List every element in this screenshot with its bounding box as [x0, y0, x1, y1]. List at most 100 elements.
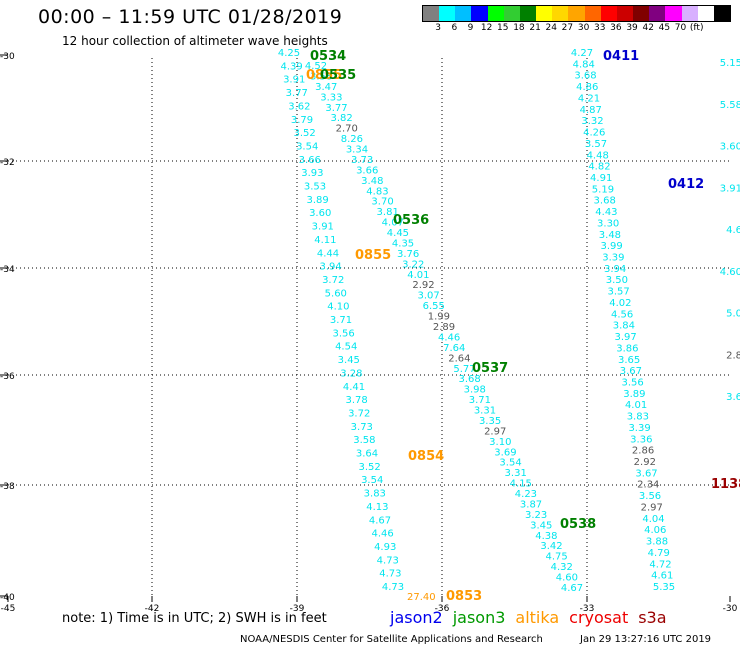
- color-swatch: [665, 6, 682, 21]
- credit-line: NOAA/NESDIS Center for Satellite Applica…: [240, 634, 543, 645]
- wave-height-value: 4.11: [314, 235, 336, 246]
- wave-height-value: 2.89: [433, 322, 455, 333]
- longitude-label: -36: [435, 604, 450, 614]
- wave-height-value: 3.31: [474, 406, 496, 417]
- latitude-label: -34: [0, 265, 15, 275]
- color-swatch: [697, 6, 714, 21]
- wave-height-value: 4.32: [551, 562, 573, 573]
- wave-height-value: 3.52: [293, 128, 315, 139]
- wave-height-value: 4.46: [438, 332, 460, 343]
- wave-height-value: 3.73: [351, 155, 373, 166]
- wave-height-value: 3.45: [530, 520, 552, 531]
- wave-height-value: 4.72: [649, 559, 671, 570]
- wave-height-value: 3.50: [606, 275, 628, 286]
- color-scale-label: 9: [467, 23, 474, 33]
- wave-height-value: 4.07: [382, 218, 404, 229]
- wave-height-value: 3.60: [720, 142, 740, 153]
- satellite-tracks: 4.25 4.39 3.91 3.77 3.62 3.79 3.52 3.54 3.66 3.93…: [278, 48, 740, 594]
- wave-height-value: 3.89: [306, 195, 328, 206]
- color-scale-label: 33: [594, 23, 606, 33]
- color-swatch: [600, 6, 617, 21]
- color-swatch: [519, 6, 537, 21]
- color-scale-label: 27: [561, 23, 574, 33]
- wave-height-value: 4.67: [369, 515, 391, 526]
- wave-height-value: 3.98: [464, 385, 486, 396]
- pass-time-label: 0855: [355, 248, 391, 263]
- wave-height-value: 4.06: [644, 525, 666, 536]
- wave-height-value: 3.84: [613, 321, 635, 332]
- wave-height-value: 5.35: [653, 582, 675, 593]
- pass-time-label: 0535: [320, 68, 356, 83]
- latitude-label: -40: [0, 593, 15, 603]
- wave-height-value: 27.40: [407, 592, 436, 603]
- wave-height-value: 4.83: [366, 186, 388, 197]
- wave-height-value: 4.79: [648, 548, 670, 559]
- wave-height-value: 3.89: [623, 389, 645, 400]
- wave-height-value: 4.43: [595, 207, 617, 218]
- satellite-legend: jason2 jason3 altika cryosat s3a: [390, 608, 677, 627]
- wave-height-value: 6.55: [423, 301, 445, 312]
- legend-item-jason3: jason3: [452, 608, 506, 627]
- wave-height-value: 3.81: [377, 207, 399, 218]
- color-swatch: [503, 6, 520, 21]
- map-grid: [0, 54, 731, 602]
- latitude-label: -36: [0, 372, 15, 382]
- color-scale-label: 42: [642, 23, 654, 33]
- wave-height-value: 3.65: [618, 355, 640, 366]
- wave-height-value: 5.58: [720, 100, 740, 111]
- wave-height-value: 4.13: [366, 502, 388, 513]
- wave-height-value: 3.94: [319, 262, 341, 273]
- wave-height-value: 4.39: [280, 61, 302, 72]
- wave-height-value: 4.82: [588, 162, 610, 173]
- wave-height-value: 3.71: [330, 315, 352, 326]
- color-scale-label: 45: [658, 23, 671, 33]
- pass-time-label: 0534: [310, 49, 346, 64]
- wave-height-value: 3.10: [489, 437, 511, 448]
- wave-height-value: 4.10: [327, 302, 349, 313]
- wave-height-value: 4.52: [305, 61, 327, 72]
- wave-height-value: 3.07: [418, 291, 440, 302]
- wave-height-value: 2.8: [726, 350, 740, 361]
- wave-height-value: 3.70: [371, 197, 393, 208]
- map-title: 00:00 – 11:59 UTC 01/28/2019: [38, 6, 343, 28]
- wave-height-value: 2.97: [484, 426, 506, 437]
- wave-height-value: 3.67: [635, 468, 657, 479]
- latitude-label: -30: [0, 52, 15, 62]
- wave-height-value: 3.42: [540, 541, 562, 552]
- wave-height-value: 4.67: [561, 583, 583, 594]
- wave-height-value: 3.94: [604, 264, 626, 275]
- wave-height-value: 3.72: [322, 275, 344, 286]
- wave-height-value: 3.6: [726, 392, 740, 403]
- wave-height-value: 4.6: [726, 225, 740, 236]
- wave-height-value: 3.30: [597, 218, 619, 229]
- legend-item-cryosat: cryosat: [569, 608, 629, 627]
- longitude-label: -42: [145, 604, 160, 614]
- wave-height-value: 3.66: [356, 165, 378, 176]
- wave-height-value: 4.91: [590, 173, 612, 184]
- wave-height-value: 3.68: [594, 196, 616, 207]
- wave-height-value: 3.53: [304, 182, 326, 193]
- wave-height-value: 3.31: [505, 468, 527, 479]
- wave-height-value: 5.77: [453, 364, 475, 375]
- color-scale-label: 12: [480, 23, 493, 33]
- color-scale-labels: 3 6 9 12 15 18 21 24 27 30 33 36 39 42 45 70 (ft): [422, 23, 729, 35]
- wave-height-value: 2.97: [641, 502, 663, 513]
- wave-height-value: 4.75: [546, 552, 568, 563]
- wave-height-value: 4.02: [609, 298, 631, 309]
- wave-height-value: 4.87: [580, 105, 602, 116]
- legend-item-altika: altika: [515, 608, 560, 627]
- wave-height-value: 4.15: [510, 479, 532, 490]
- wave-height-value: 4.41: [343, 382, 365, 393]
- wave-height-value: 3.23: [525, 510, 547, 521]
- wave-height-value: 2.92: [634, 457, 656, 468]
- legend-item-jason2: jason2: [390, 608, 443, 627]
- wave-height-value: 4.84: [573, 59, 595, 70]
- wave-height-value: 5.0: [726, 309, 740, 320]
- color-scale-label: 15: [497, 23, 509, 33]
- wave-height-value: 4.73: [382, 582, 404, 593]
- wave-height-value: 3.64: [356, 449, 378, 460]
- color-swatch: [649, 6, 666, 21]
- wave-height-value: 4.56: [611, 309, 633, 320]
- color-scale-label: 6: [451, 23, 458, 33]
